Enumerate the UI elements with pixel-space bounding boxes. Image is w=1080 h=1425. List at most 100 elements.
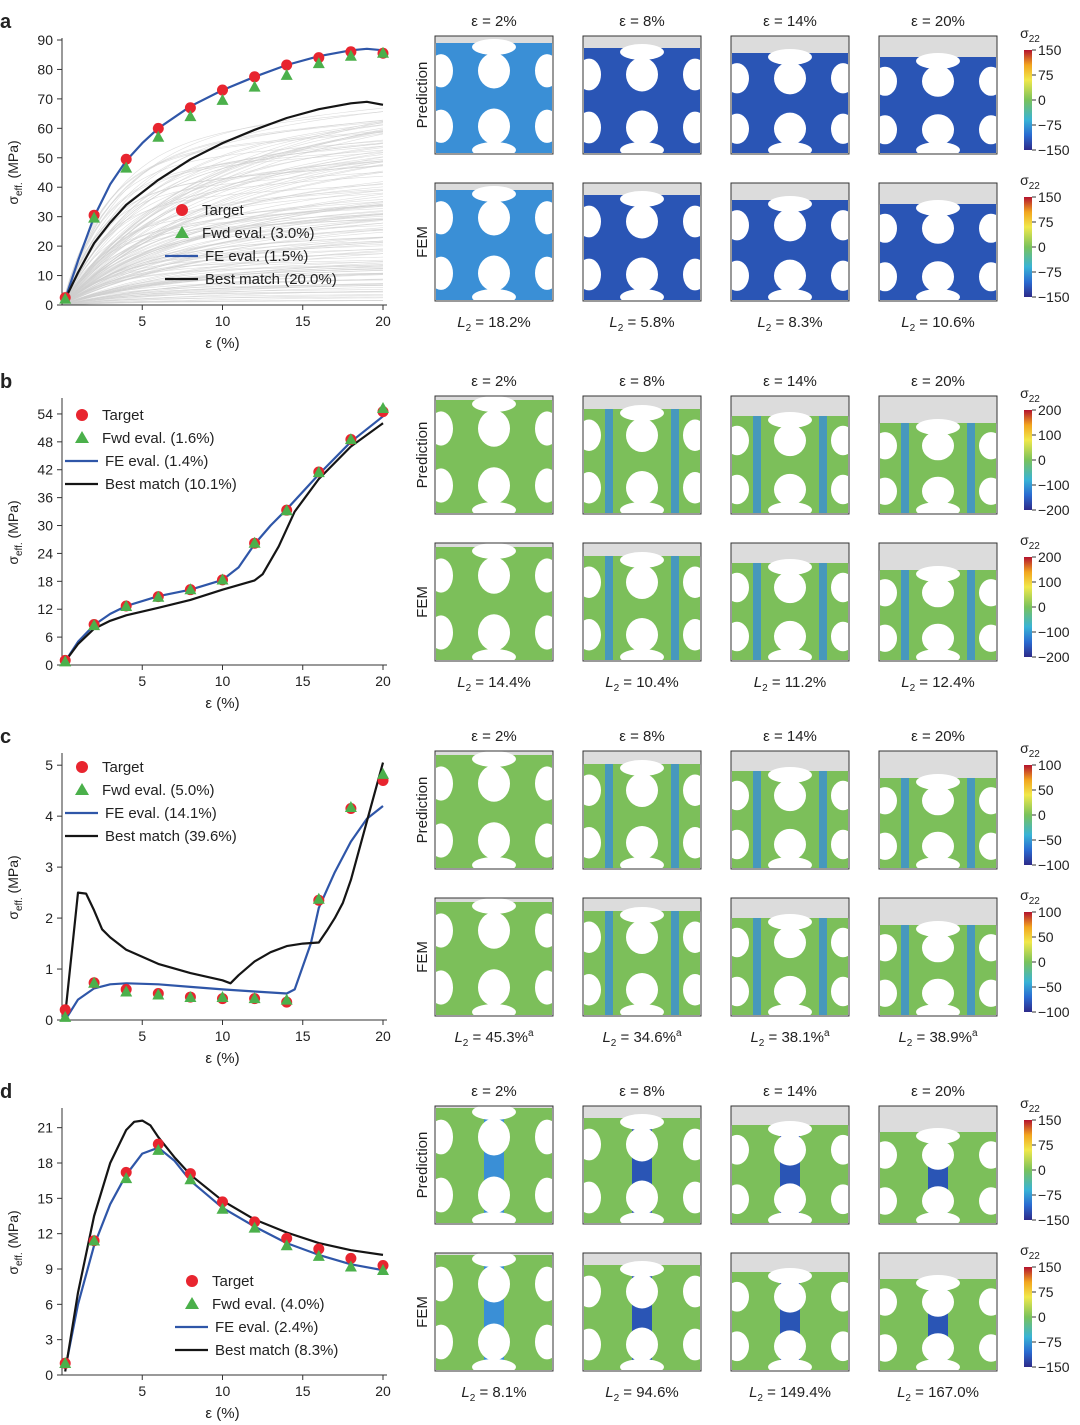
- lattice-hole: [626, 1327, 658, 1362]
- lattice-hole: [768, 649, 812, 665]
- y-tick-label: 18: [37, 1155, 53, 1171]
- target-point: [313, 1243, 325, 1255]
- colorbar-title: σ22: [1020, 385, 1040, 405]
- lattice-hole: [916, 921, 960, 937]
- legend-target-marker: [76, 761, 88, 773]
- lattice-hole: [979, 432, 1003, 460]
- background-curve: [61, 139, 384, 306]
- strut-stress: [819, 416, 827, 513]
- lattice-hole: [472, 1251, 516, 1267]
- compression-plate: [583, 751, 701, 765]
- lattice-hole: [774, 926, 806, 959]
- compression-plate: [731, 1253, 849, 1273]
- lattice-hole: [873, 1187, 897, 1215]
- lattice-hole: [620, 289, 664, 305]
- lattice-hole: [478, 1265, 510, 1303]
- lattice-hole: [620, 142, 664, 158]
- background-curve: [61, 175, 384, 306]
- fwd-eval-point: [120, 600, 133, 612]
- y-tick-label: 40: [37, 179, 53, 195]
- lattice-hole: [725, 1281, 749, 1312]
- lattice-hole: [873, 115, 897, 145]
- fwd-eval-point: [280, 1239, 293, 1251]
- lattice-hole: [873, 1334, 897, 1362]
- legend: Target Fwd eval. (5.0%) FE eval. (14.1%) Be…: [65, 759, 237, 845]
- l2-label: L2 = 10.6%: [901, 314, 975, 334]
- lattice-hole: [472, 502, 516, 518]
- map-border: [878, 35, 998, 155]
- strut-stress: [753, 563, 761, 660]
- y-tick-label: 21: [37, 1120, 53, 1136]
- compression-plate: [583, 396, 701, 410]
- colorbar-tick-label: 200: [1038, 549, 1062, 565]
- lattice-hole: [774, 571, 806, 604]
- background-curve: [61, 242, 384, 306]
- compression-plate: [731, 1106, 849, 1126]
- lattice-hole: [626, 1274, 658, 1309]
- lattice-hole: [472, 186, 516, 202]
- y-tick-label: 3: [45, 859, 53, 875]
- lattice-hole: [626, 1180, 658, 1215]
- legend-label: Target: [102, 407, 145, 424]
- y-tick-label: 12: [37, 601, 53, 617]
- y-tick-label: 12: [37, 1226, 53, 1242]
- lattice-hole: [577, 419, 601, 451]
- fwd-eval-point: [88, 211, 101, 223]
- panel-a: a 0 10 20 30 40 50 60 70 80 90 5 10 15 20 ε (%) σeff. (M…: [0, 11, 1070, 352]
- strut-stress: [967, 925, 975, 1015]
- lattice-hole: [620, 1212, 664, 1228]
- lattice-hole: [472, 396, 516, 412]
- stress-maps: Predictionσ22150750−75−150FEMσ22150750−7…: [414, 25, 1070, 305]
- l2-label: L2 = 149.4%: [749, 1384, 831, 1404]
- target-point: [249, 71, 261, 83]
- colorbar-tick-label: 75: [1038, 214, 1054, 230]
- background-curve: [61, 171, 384, 306]
- lattice-hole: [922, 578, 954, 608]
- colorbar-tick-label: 75: [1038, 1284, 1054, 1300]
- y-tick-label: 70: [37, 91, 53, 107]
- stress-map-prediction-2: [429, 35, 559, 158]
- background-curve: [61, 253, 384, 306]
- fwd-eval-point: [59, 1010, 72, 1022]
- map-border: [582, 35, 702, 155]
- lattice-hole: [774, 209, 806, 242]
- lattice-hole: [922, 1333, 954, 1363]
- lattice-hole: [577, 974, 601, 1006]
- lattice-hole: [429, 468, 453, 503]
- lattice-hole: [429, 109, 453, 143]
- lattice-hole: [626, 920, 658, 955]
- background-curve: [61, 231, 384, 306]
- lattice-hole: [577, 1328, 601, 1361]
- map-border: [878, 1105, 998, 1225]
- background-curve: [61, 186, 384, 306]
- lattice-hole: [620, 760, 664, 776]
- legend-label: Fwd eval. (1.6%): [102, 430, 215, 447]
- strut-stress: [819, 563, 827, 660]
- panel-label: c: [0, 726, 11, 748]
- colorbar-tick-label: 0: [1038, 239, 1046, 255]
- strain-header: ε = 14%: [763, 373, 817, 390]
- row-label: Prediction: [414, 422, 431, 489]
- x-tick-label: 5: [138, 313, 146, 329]
- compression-plate: [731, 751, 849, 772]
- strain-header: ε = 14%: [763, 13, 817, 30]
- strut-stress: [967, 423, 975, 513]
- row-label: FEM: [414, 941, 431, 973]
- lattice-hole: [725, 260, 749, 291]
- colorbar-tick-label: 200: [1038, 402, 1062, 418]
- lattice-hole: [922, 1287, 954, 1317]
- stress-maps: Predictionσ222001000−100−200FEMσ22200100…: [414, 385, 1070, 665]
- fwd-eval-point: [88, 976, 101, 988]
- fwd-eval-point: [88, 619, 101, 631]
- colorbar-tick-label: −75: [1038, 1334, 1062, 1350]
- colorbar-tick-label: 0: [1038, 807, 1046, 823]
- lattice-hole: [626, 470, 658, 505]
- map-border: [434, 35, 554, 155]
- stress-map-fem-2: [429, 1251, 559, 1375]
- background-curve: [61, 107, 384, 306]
- lattice-hole: [478, 969, 510, 1006]
- compression-plate: [731, 183, 849, 201]
- colorbar-tick-label: 50: [1038, 782, 1054, 798]
- lattice-hole: [979, 579, 1003, 607]
- lattice-hole: [768, 142, 812, 158]
